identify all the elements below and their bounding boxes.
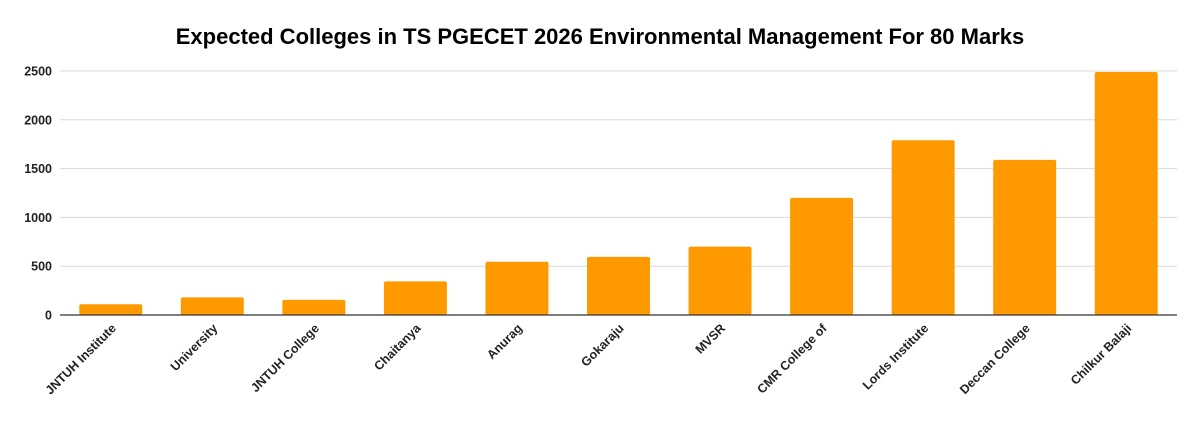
bar-university: [180, 297, 244, 315]
bar-deccan-college: [993, 159, 1057, 315]
x-tick-label: CMR College of: [755, 321, 831, 397]
bar-lords-institute: [891, 140, 955, 315]
bar-cmr-college-of: [790, 197, 854, 315]
x-tick-label: Deccan College: [957, 321, 1033, 397]
x-tick-label: MVSR: [693, 321, 728, 356]
gridlines: [60, 70, 1177, 267]
y-axis-ticks: 0 500 1000 1500 2000 2500: [24, 65, 52, 323]
y-tick-label: 0: [45, 309, 52, 323]
x-tick-label: Chilkur Balaji: [1068, 321, 1134, 387]
y-tick-label: 1000: [24, 211, 52, 225]
bar-anurag: [485, 261, 549, 315]
y-tick-label: 2000: [24, 113, 52, 127]
x-tick-label: Anurag: [484, 321, 525, 362]
bar-gokaraju: [587, 256, 650, 315]
x-axis-ticks: JNTUH Institute University JNTUH College Ch…: [43, 320, 1135, 397]
bar-chaitanya: [383, 281, 447, 315]
y-tick-label: 2500: [24, 65, 52, 79]
bar-jntuh-institute: [79, 304, 143, 315]
x-tick-label: Lords Institute: [860, 321, 931, 392]
y-tick-label: 1500: [24, 162, 52, 176]
x-tick-label: JNTUH Institute: [43, 321, 119, 397]
y-tick-label: 500: [31, 260, 52, 274]
x-tick-label: Chaitanya: [371, 320, 424, 373]
bar-chilkur-balaji: [1094, 71, 1158, 315]
x-tick-label: JNTUH College: [248, 321, 322, 395]
x-tick-label: University: [168, 321, 221, 374]
x-tick-label: Gokaraju: [578, 321, 626, 369]
bars: [79, 71, 1158, 315]
bar-jntuh-college: [282, 299, 346, 315]
bar-mvsr: [688, 246, 752, 315]
chart-title: Expected Colleges in TS PGECET 2026 Envi…: [176, 24, 1024, 49]
